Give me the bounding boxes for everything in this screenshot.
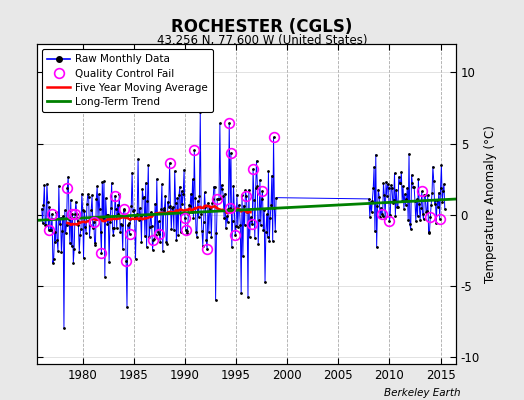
Text: ROCHESTER (CGLS): ROCHESTER (CGLS) (171, 18, 353, 36)
Text: Berkeley Earth: Berkeley Earth (385, 388, 461, 398)
Legend: Raw Monthly Data, Quality Control Fail, Five Year Moving Average, Long-Term Tren: Raw Monthly Data, Quality Control Fail, … (42, 49, 213, 112)
Text: 43.256 N, 77.600 W (United States): 43.256 N, 77.600 W (United States) (157, 34, 367, 47)
Y-axis label: Temperature Anomaly (°C): Temperature Anomaly (°C) (484, 125, 497, 283)
